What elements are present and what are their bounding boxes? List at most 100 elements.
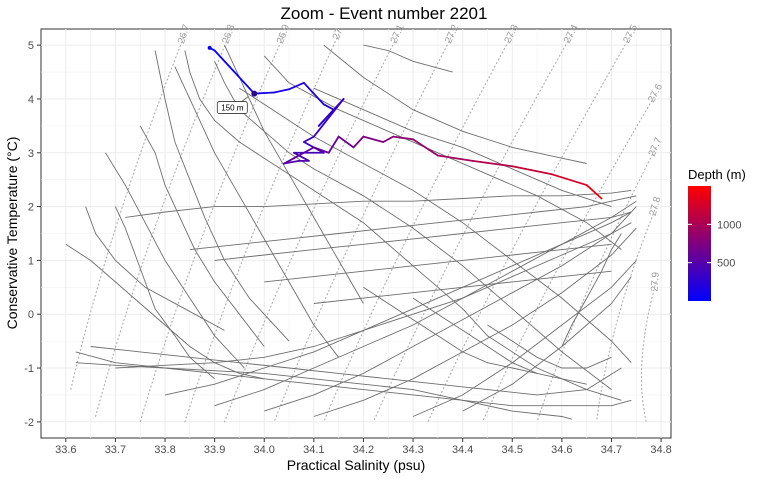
highlight-profile-segment bbox=[228, 65, 246, 84]
legend-colorbar bbox=[688, 186, 711, 301]
depth-annotation: 150 m bbox=[216, 90, 258, 114]
isopycnal-line bbox=[596, 206, 657, 423]
x-tick-label: 34.6 bbox=[551, 444, 572, 456]
background-profile-line bbox=[214, 211, 632, 261]
background-profile-line bbox=[323, 44, 587, 164]
background-profile-line bbox=[313, 270, 612, 304]
x-tick-label: 34.7 bbox=[601, 444, 622, 456]
background-profile-line bbox=[313, 227, 637, 417]
legend-title: Depth (m) bbox=[688, 167, 746, 182]
y-tick-label: -1 bbox=[24, 363, 34, 375]
x-tick-label: 33.9 bbox=[204, 444, 225, 456]
highlight-profile-segment bbox=[362, 135, 385, 143]
isopycnal-line bbox=[273, 33, 454, 423]
highlight-profile-segment bbox=[312, 92, 325, 106]
highlight-profile-segment bbox=[337, 135, 355, 149]
x-tick-label: 34.0 bbox=[254, 444, 275, 456]
highlight-profile-segment bbox=[283, 157, 295, 165]
background-profile-line bbox=[85, 206, 225, 331]
x-tick-label: 33.8 bbox=[154, 444, 175, 456]
y-tick-label: 2 bbox=[28, 202, 34, 214]
background-profile-line bbox=[174, 66, 339, 358]
x-tick-label: 33.6 bbox=[55, 444, 76, 456]
background-profile-line bbox=[363, 44, 453, 73]
highlight-profile-segment bbox=[273, 88, 290, 94]
background-profile-line bbox=[164, 211, 632, 396]
highlight-profile-segment bbox=[312, 146, 330, 154]
background-profile-line bbox=[105, 152, 245, 369]
highlight-profile-segment bbox=[312, 98, 345, 138]
highlight-profile-segment bbox=[551, 173, 588, 186]
highlight-profile-segment bbox=[303, 81, 315, 95]
isopycnal-line bbox=[372, 33, 573, 423]
isopycnal-line bbox=[536, 146, 657, 423]
highlight-profile-segment bbox=[213, 49, 231, 68]
highlight-profile-segment bbox=[412, 138, 439, 157]
background-profile-line bbox=[115, 222, 632, 369]
background-profile-line bbox=[90, 346, 622, 396]
background-profile-line bbox=[561, 233, 622, 347]
highlight-profile-segment bbox=[322, 103, 335, 111]
chart-title: Zoom - Event number 2201 bbox=[281, 4, 488, 23]
isopycnal-line bbox=[640, 281, 657, 423]
background-profile-line bbox=[125, 189, 632, 218]
x-tick-label: 34.5 bbox=[502, 444, 523, 456]
x-axis-title: Practical Salinity (psu) bbox=[287, 457, 426, 473]
background-profile-line bbox=[264, 243, 612, 283]
grid-lines bbox=[41, 29, 671, 438]
x-tick-label: 34.1 bbox=[303, 444, 324, 456]
annotation-box bbox=[216, 101, 248, 114]
x-tick-label: 34.4 bbox=[452, 444, 473, 456]
background-profile-line bbox=[313, 87, 612, 208]
background-profile-line bbox=[154, 50, 290, 342]
y-tick-label: 4 bbox=[28, 94, 34, 106]
profile-start-point bbox=[207, 45, 212, 50]
highlight-profile-segment bbox=[288, 81, 305, 91]
highlight-profile-segment bbox=[585, 184, 603, 200]
annotation-point bbox=[251, 90, 258, 97]
highlight-profile-segment bbox=[382, 135, 395, 143]
background-profile-line bbox=[65, 243, 265, 380]
legend-tick-label: 500 bbox=[717, 258, 735, 270]
highlight-profile-segment bbox=[436, 154, 474, 162]
highlighted-profile bbox=[207, 45, 603, 200]
highlight-profile-segment bbox=[511, 165, 553, 176]
isopycnal-line bbox=[323, 33, 513, 423]
x-tick-label: 34.3 bbox=[402, 444, 423, 456]
isopycnal-line bbox=[139, 33, 285, 423]
x-tick-label: 34.2 bbox=[353, 444, 374, 456]
highlight-profile-segment bbox=[303, 135, 315, 143]
background-profile-line bbox=[264, 206, 637, 412]
background-profile-line bbox=[363, 286, 538, 374]
y-tick-label: 1 bbox=[28, 255, 34, 267]
isopycnal-label: 27.8 bbox=[648, 195, 664, 217]
annotation-label: 150 m bbox=[221, 104, 244, 113]
background-profile-line bbox=[412, 297, 587, 385]
x-tick-label: 33.7 bbox=[105, 444, 126, 456]
x-axis: 33.6 33.7 33.8 33.9 34.0 34.1 34.2 34.3 34.4 34.5… bbox=[55, 438, 672, 456]
highlight-profile-segment bbox=[352, 135, 365, 149]
isopycnal-line bbox=[427, 33, 632, 423]
background-profile-line bbox=[263, 55, 622, 250]
background-profile-line bbox=[75, 362, 572, 420]
background-profiles bbox=[65, 44, 637, 420]
background-profile-line bbox=[184, 50, 622, 401]
highlight-profile-segment bbox=[471, 159, 514, 168]
background-profile-line bbox=[487, 324, 612, 369]
highlight-profile-segment bbox=[253, 91, 276, 95]
y-axis: -2 -1 0 1 2 3 4 5 bbox=[24, 40, 41, 429]
background-profile-line bbox=[412, 260, 637, 417]
isopycnal-label: 27.9 bbox=[649, 271, 661, 292]
y-tick-label: 5 bbox=[28, 40, 34, 52]
background-profile-line bbox=[214, 200, 637, 407]
background-profile-line bbox=[114, 206, 215, 380]
isopycnal-label: 27 bbox=[331, 27, 345, 42]
legend-tick-label: 1000 bbox=[717, 219, 741, 231]
y-tick-label: 0 bbox=[28, 309, 34, 321]
background-profile-line bbox=[189, 195, 637, 251]
highlight-profile-segment bbox=[392, 135, 414, 141]
highlight-profile-segment bbox=[327, 135, 340, 154]
background-profile-line bbox=[139, 125, 265, 347]
y-tick-label: -2 bbox=[24, 417, 34, 429]
